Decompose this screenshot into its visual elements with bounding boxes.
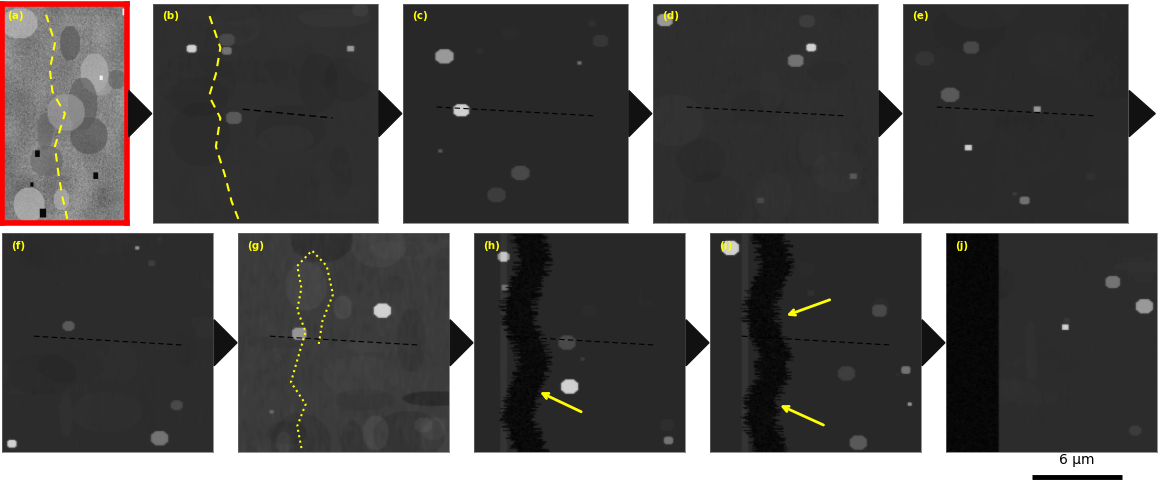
Polygon shape [1129, 91, 1156, 137]
Text: (h): (h) [482, 240, 500, 250]
Polygon shape [129, 91, 152, 137]
Text: (c): (c) [413, 12, 428, 21]
Polygon shape [450, 320, 473, 366]
Polygon shape [629, 91, 651, 137]
Text: (j): (j) [955, 240, 968, 250]
Text: (a): (a) [7, 12, 24, 21]
Polygon shape [379, 91, 402, 137]
Polygon shape [214, 320, 238, 366]
Text: 6 μm: 6 μm [1059, 452, 1094, 466]
Text: (e): (e) [912, 12, 928, 21]
Polygon shape [923, 320, 945, 366]
Text: (f): (f) [10, 240, 24, 250]
Polygon shape [686, 320, 709, 366]
Text: (g): (g) [247, 240, 264, 250]
Text: (b): (b) [162, 12, 178, 21]
Text: (d): (d) [662, 12, 679, 21]
Polygon shape [879, 91, 902, 137]
Text: (i): (i) [719, 240, 731, 250]
